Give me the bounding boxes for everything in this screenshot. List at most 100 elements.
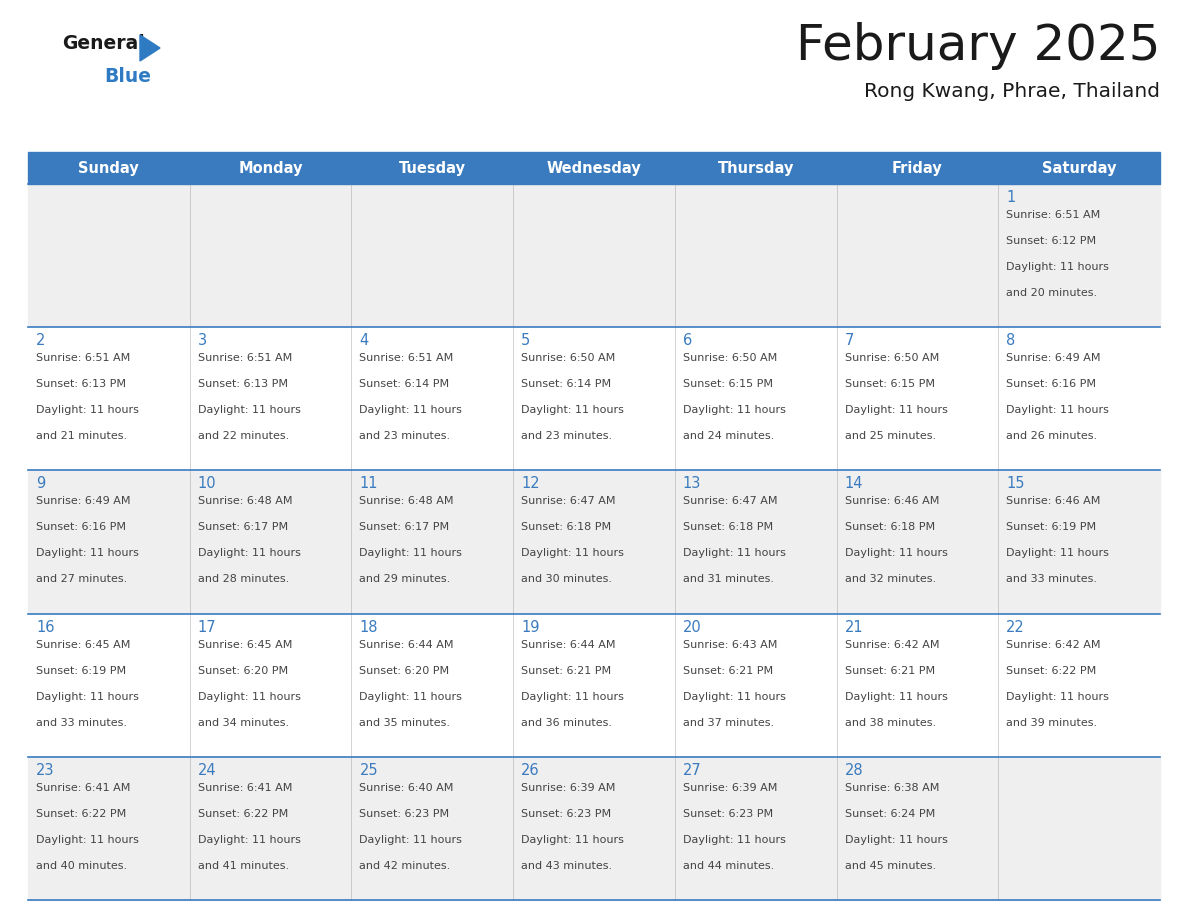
Text: and 38 minutes.: and 38 minutes. [845, 718, 936, 728]
Text: and 25 minutes.: and 25 minutes. [845, 431, 936, 442]
Text: and 26 minutes.: and 26 minutes. [1006, 431, 1098, 442]
Text: 11: 11 [360, 476, 378, 491]
Text: Sunset: 6:16 PM: Sunset: 6:16 PM [1006, 379, 1097, 389]
Text: and 35 minutes.: and 35 minutes. [360, 718, 450, 728]
Text: Sunset: 6:12 PM: Sunset: 6:12 PM [1006, 236, 1097, 246]
Text: Sunset: 6:17 PM: Sunset: 6:17 PM [197, 522, 287, 532]
Text: Sunday: Sunday [78, 161, 139, 175]
Text: Daylight: 11 hours: Daylight: 11 hours [36, 405, 139, 415]
Text: and 27 minutes.: and 27 minutes. [36, 575, 127, 585]
Text: 20: 20 [683, 620, 702, 634]
Text: Sunrise: 6:50 AM: Sunrise: 6:50 AM [845, 353, 939, 364]
Text: Sunrise: 6:39 AM: Sunrise: 6:39 AM [522, 783, 615, 793]
Text: and 21 minutes.: and 21 minutes. [36, 431, 127, 442]
Text: Sunrise: 6:51 AM: Sunrise: 6:51 AM [197, 353, 292, 364]
Text: 26: 26 [522, 763, 539, 778]
Text: Daylight: 11 hours: Daylight: 11 hours [197, 834, 301, 845]
Text: 13: 13 [683, 476, 701, 491]
Text: Sunrise: 6:43 AM: Sunrise: 6:43 AM [683, 640, 777, 650]
Text: Daylight: 11 hours: Daylight: 11 hours [845, 548, 948, 558]
Text: and 20 minutes.: and 20 minutes. [1006, 288, 1098, 298]
Text: 7: 7 [845, 333, 854, 348]
Text: Sunset: 6:20 PM: Sunset: 6:20 PM [197, 666, 287, 676]
Text: Sunset: 6:18 PM: Sunset: 6:18 PM [845, 522, 935, 532]
Text: Sunset: 6:18 PM: Sunset: 6:18 PM [522, 522, 612, 532]
Text: Daylight: 11 hours: Daylight: 11 hours [1006, 548, 1110, 558]
Text: Sunrise: 6:48 AM: Sunrise: 6:48 AM [360, 497, 454, 507]
Text: Sunrise: 6:50 AM: Sunrise: 6:50 AM [522, 353, 615, 364]
Text: Sunrise: 6:45 AM: Sunrise: 6:45 AM [36, 640, 131, 650]
Text: Daylight: 11 hours: Daylight: 11 hours [1006, 262, 1110, 272]
Text: Daylight: 11 hours: Daylight: 11 hours [36, 548, 139, 558]
Text: 9: 9 [36, 476, 45, 491]
Text: Daylight: 11 hours: Daylight: 11 hours [683, 405, 785, 415]
Text: 15: 15 [1006, 476, 1025, 491]
Text: Daylight: 11 hours: Daylight: 11 hours [1006, 691, 1110, 701]
Polygon shape [140, 35, 160, 61]
Text: Sunrise: 6:46 AM: Sunrise: 6:46 AM [845, 497, 939, 507]
Text: Sunrise: 6:40 AM: Sunrise: 6:40 AM [360, 783, 454, 793]
Text: Sunset: 6:15 PM: Sunset: 6:15 PM [845, 379, 935, 389]
Text: 27: 27 [683, 763, 702, 778]
Text: Sunset: 6:22 PM: Sunset: 6:22 PM [1006, 666, 1097, 676]
Text: 28: 28 [845, 763, 864, 778]
Bar [29, 152, 1159, 184]
Text: Sunrise: 6:44 AM: Sunrise: 6:44 AM [360, 640, 454, 650]
Text: Daylight: 11 hours: Daylight: 11 hours [522, 691, 624, 701]
Text: Daylight: 11 hours: Daylight: 11 hours [522, 834, 624, 845]
Text: and 29 minutes.: and 29 minutes. [360, 575, 450, 585]
Text: Sunset: 6:15 PM: Sunset: 6:15 PM [683, 379, 773, 389]
Text: Sunset: 6:18 PM: Sunset: 6:18 PM [683, 522, 773, 532]
Text: Daylight: 11 hours: Daylight: 11 hours [845, 405, 948, 415]
Text: and 43 minutes.: and 43 minutes. [522, 861, 612, 871]
Text: Sunset: 6:23 PM: Sunset: 6:23 PM [683, 809, 773, 819]
Text: Sunset: 6:20 PM: Sunset: 6:20 PM [360, 666, 449, 676]
Text: Sunrise: 6:48 AM: Sunrise: 6:48 AM [197, 497, 292, 507]
Text: 21: 21 [845, 620, 864, 634]
Text: and 24 minutes.: and 24 minutes. [683, 431, 775, 442]
Text: Daylight: 11 hours: Daylight: 11 hours [197, 691, 301, 701]
Text: Daylight: 11 hours: Daylight: 11 hours [360, 405, 462, 415]
Text: Sunset: 6:19 PM: Sunset: 6:19 PM [1006, 522, 1097, 532]
Text: 25: 25 [360, 763, 378, 778]
Text: and 22 minutes.: and 22 minutes. [197, 431, 289, 442]
Text: and 44 minutes.: and 44 minutes. [683, 861, 775, 871]
Text: Saturday: Saturday [1042, 161, 1117, 175]
Text: Sunrise: 6:41 AM: Sunrise: 6:41 AM [197, 783, 292, 793]
Text: Sunset: 6:22 PM: Sunset: 6:22 PM [36, 809, 126, 819]
Text: 5: 5 [522, 333, 530, 348]
Text: 16: 16 [36, 620, 55, 634]
Text: 17: 17 [197, 620, 216, 634]
Text: Sunset: 6:13 PM: Sunset: 6:13 PM [197, 379, 287, 389]
Text: Daylight: 11 hours: Daylight: 11 hours [360, 548, 462, 558]
Text: Sunrise: 6:47 AM: Sunrise: 6:47 AM [683, 497, 777, 507]
Text: Sunrise: 6:42 AM: Sunrise: 6:42 AM [845, 640, 939, 650]
Text: Sunset: 6:23 PM: Sunset: 6:23 PM [522, 809, 612, 819]
Text: Daylight: 11 hours: Daylight: 11 hours [683, 691, 785, 701]
Text: 12: 12 [522, 476, 539, 491]
Text: Sunrise: 6:51 AM: Sunrise: 6:51 AM [1006, 210, 1100, 220]
Text: and 34 minutes.: and 34 minutes. [197, 718, 289, 728]
Text: and 23 minutes.: and 23 minutes. [522, 431, 612, 442]
Text: Sunrise: 6:47 AM: Sunrise: 6:47 AM [522, 497, 615, 507]
Text: Sunrise: 6:45 AM: Sunrise: 6:45 AM [197, 640, 292, 650]
Text: Sunrise: 6:50 AM: Sunrise: 6:50 AM [683, 353, 777, 364]
Text: Sunrise: 6:44 AM: Sunrise: 6:44 AM [522, 640, 615, 650]
Text: Wednesday: Wednesday [546, 161, 642, 175]
Text: and 37 minutes.: and 37 minutes. [683, 718, 775, 728]
Bar [29, 756, 1159, 900]
Text: Sunrise: 6:46 AM: Sunrise: 6:46 AM [1006, 497, 1100, 507]
Text: Thursday: Thursday [718, 161, 794, 175]
Text: and 30 minutes.: and 30 minutes. [522, 575, 612, 585]
Text: Sunrise: 6:49 AM: Sunrise: 6:49 AM [36, 497, 131, 507]
Bar [29, 470, 1159, 613]
Text: Daylight: 11 hours: Daylight: 11 hours [845, 691, 948, 701]
Bar [29, 327, 1159, 470]
Text: Daylight: 11 hours: Daylight: 11 hours [197, 405, 301, 415]
Text: Sunrise: 6:38 AM: Sunrise: 6:38 AM [845, 783, 939, 793]
Text: General: General [62, 34, 145, 53]
Text: Sunset: 6:24 PM: Sunset: 6:24 PM [845, 809, 935, 819]
Text: and 33 minutes.: and 33 minutes. [1006, 575, 1098, 585]
Text: and 31 minutes.: and 31 minutes. [683, 575, 773, 585]
Text: 23: 23 [36, 763, 55, 778]
